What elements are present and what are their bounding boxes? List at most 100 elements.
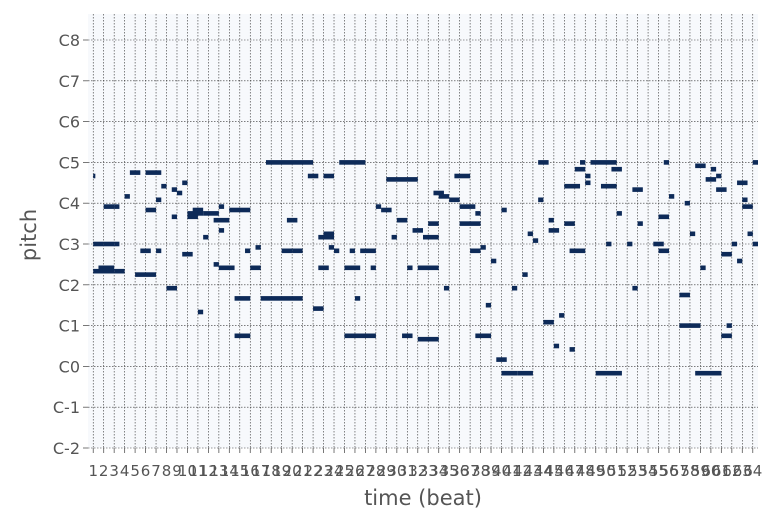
note (323, 173, 335, 179)
x-tick-label: 13 (209, 462, 228, 480)
note (203, 234, 209, 240)
note (543, 319, 554, 325)
note (171, 214, 177, 220)
x-tick-label: 32 (408, 462, 427, 480)
note (595, 370, 622, 376)
x-tick-label: 25 (335, 462, 354, 480)
x-tick-label: 22 (304, 462, 323, 480)
note (245, 248, 251, 254)
note (532, 238, 539, 243)
note (511, 285, 518, 291)
note (433, 190, 444, 196)
note (423, 234, 439, 240)
note (695, 163, 706, 169)
x-tick-label: 45 (544, 462, 563, 480)
x-tick-label: 33 (419, 462, 438, 480)
x-tick-label: 42 (513, 462, 532, 480)
note (213, 217, 230, 223)
note (161, 183, 167, 189)
note (480, 245, 486, 250)
note (339, 160, 366, 165)
note (501, 207, 507, 213)
y-tick-label: C4 (59, 194, 80, 213)
x-tick-label: 26 (345, 462, 364, 480)
x-tick-label: 43 (523, 462, 542, 480)
x-tick-label: 12 (199, 462, 218, 480)
note (124, 194, 130, 199)
note (129, 170, 141, 175)
note (669, 194, 675, 199)
x-tick-label: 59 (691, 462, 710, 480)
y-axis-title: pitch (17, 209, 41, 261)
note (135, 272, 157, 277)
x-tick-label: 24 (324, 462, 343, 480)
x-tick-label: 62 (722, 462, 741, 480)
note (721, 251, 732, 257)
note (438, 194, 450, 199)
note (260, 296, 303, 301)
note (381, 207, 392, 213)
y-tick-label: C6 (59, 113, 80, 132)
x-tick-label: 40 (492, 462, 511, 480)
notes-layer (93, 160, 758, 376)
x-tick-label: 44 (534, 462, 553, 480)
note (517, 370, 533, 376)
y-tick-label: C1 (59, 317, 80, 336)
note (307, 173, 319, 179)
x-tick-label: 16 (241, 462, 260, 480)
note (606, 241, 612, 247)
note (637, 221, 643, 226)
x-tick-label: 63 (733, 462, 752, 480)
note (187, 211, 204, 216)
note (737, 258, 743, 264)
x-tick-label: 4 (120, 462, 130, 480)
note (156, 197, 162, 203)
note (700, 265, 706, 271)
note (229, 207, 251, 213)
x-tick-label: 61 (712, 462, 731, 480)
x-tick-label: 37 (461, 462, 480, 480)
x-tick-label: 51 (607, 462, 626, 480)
note (318, 234, 335, 240)
x-tick-label: 31 (398, 462, 417, 480)
note (412, 228, 423, 233)
note (538, 197, 544, 203)
note (548, 228, 560, 233)
note (103, 204, 115, 209)
x-tick-label: 35 (440, 462, 459, 480)
x-tick-label: 6 (141, 462, 151, 480)
y-tick-label: C-1 (53, 398, 80, 417)
note (145, 207, 157, 213)
note (705, 177, 717, 182)
x-tick-label: 17 (251, 462, 270, 480)
y-tick-label: C3 (59, 235, 80, 254)
note (328, 245, 335, 250)
x-tick-label: 7 (151, 462, 161, 480)
note (140, 248, 151, 254)
note (747, 231, 753, 237)
note (391, 234, 397, 240)
note (731, 241, 738, 247)
note (522, 272, 528, 277)
note (349, 248, 355, 254)
note (585, 173, 591, 179)
note (334, 248, 340, 254)
note (292, 248, 303, 254)
note (611, 166, 622, 172)
x-tick-label: 27 (356, 462, 375, 480)
x-axis-title: time (beat) (364, 486, 482, 510)
note (459, 204, 476, 209)
x-tick-labels: 1 2 3 4 5 6 7 8 91011121314151617181920212223242… (88, 448, 762, 480)
note (684, 200, 690, 206)
note (459, 221, 481, 226)
note (344, 333, 376, 339)
note (218, 204, 225, 209)
x-tick-label: 38 (471, 462, 490, 480)
note (354, 296, 361, 301)
x-tick-label: 2 (99, 462, 109, 480)
note (632, 187, 643, 192)
y-tick-label: C5 (59, 153, 80, 172)
note (370, 265, 376, 271)
note (192, 207, 204, 213)
x-tick-label: 39 (482, 462, 501, 480)
